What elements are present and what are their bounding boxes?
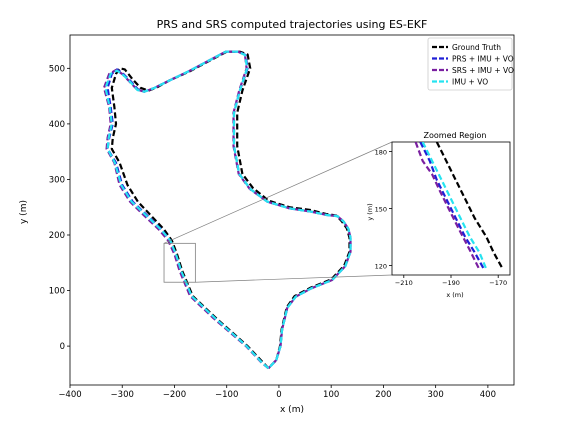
main-x-tick-label: 400 (480, 390, 496, 400)
main-y-tick-label: 200 (49, 231, 65, 241)
legend-label: SRS + IMU + VO (452, 66, 514, 75)
legend-label: PRS + IMU + VO (452, 55, 514, 64)
inset-y-tick-label: 150 (375, 206, 387, 214)
inset-series-line (414, 142, 481, 270)
y-axis-label: y (m) (19, 200, 29, 224)
inset-x-tick-label: −210 (395, 279, 413, 287)
main-x-tick-label: −300 (111, 390, 134, 400)
zoom-box (163, 242, 196, 283)
main-y-tick-label: 300 (49, 175, 65, 185)
legend: Ground Truth PRS + IMU + VO SRS + IMU + VO… (427, 37, 514, 91)
zoom-connector (163, 141, 393, 244)
zoom-connector-lines (163, 141, 393, 283)
main-x-tick-label: 200 (375, 390, 391, 400)
legend-label: Ground Truth (452, 43, 501, 52)
main-x-tick-label: 100 (323, 390, 339, 400)
inset-series-line (421, 142, 488, 270)
main-y-tick-label: 400 (49, 120, 65, 130)
chart-title: PRS and SRS computed trajectories using … (157, 18, 428, 31)
inset-x-label: x (m) (446, 291, 463, 299)
legend-box (427, 37, 513, 91)
inset-y-tick-label: 120 (375, 263, 387, 271)
main-y-tick-label: 500 (49, 64, 65, 74)
main-x-tick-label: 0 (276, 390, 281, 400)
inset-x-tick-label: −190 (442, 279, 460, 287)
inset-title: Zoomed Region (424, 131, 487, 140)
x-axis-label: x (m) (280, 405, 304, 415)
main-x-tick-label: −200 (163, 390, 186, 400)
main-x-tick-label: −400 (58, 390, 81, 400)
inset-axes: −210 −190 −170 120 150 180 (375, 141, 511, 287)
legend-label: IMU + VO (452, 78, 488, 87)
main-series-line (104, 50, 352, 370)
inset-y-tick-label: 180 (375, 149, 387, 157)
inset-y-label: y (m) (366, 203, 374, 220)
inset-series-line (435, 142, 504, 270)
inset-series-line (419, 142, 485, 270)
inset-x-tick-label: −170 (489, 279, 507, 287)
main-series-group (102, 50, 352, 370)
inset-series-group (414, 142, 504, 270)
main-x-tick-label: −100 (215, 390, 238, 400)
main-y-tick-label: 100 (49, 287, 65, 297)
main-x-tick-label: 300 (428, 390, 444, 400)
zoom-connector (195, 274, 393, 283)
main-y-tick-label: 0 (60, 342, 65, 352)
